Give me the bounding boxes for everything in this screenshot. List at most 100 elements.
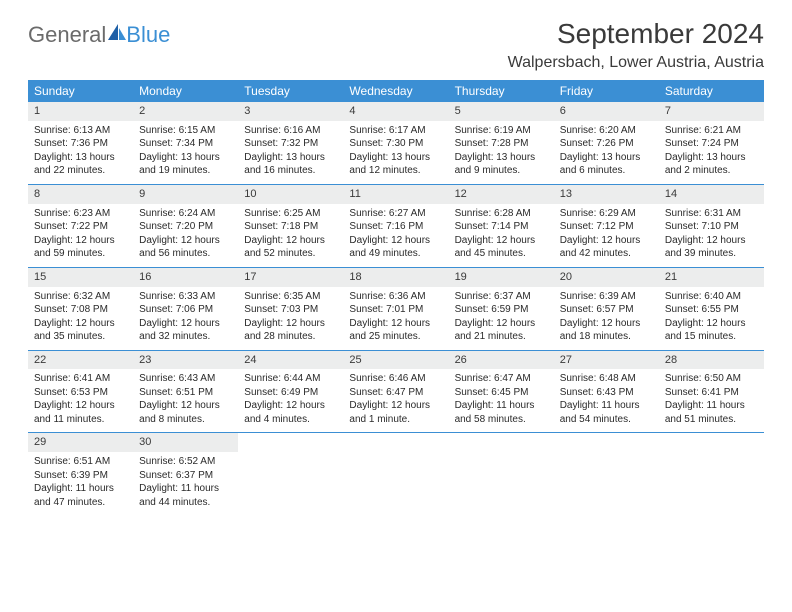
day-sunrise: Sunrise: 6:20 AM — [560, 124, 653, 138]
day-sunset: Sunset: 7:08 PM — [34, 303, 127, 317]
day-d2: and 1 minute. — [349, 413, 442, 427]
day-sunset: Sunset: 6:53 PM — [34, 386, 127, 400]
day-sunset: Sunset: 6:45 PM — [455, 386, 548, 400]
brand-logo: General Blue — [28, 18, 170, 48]
day-cell: 29Sunrise: 6:51 AMSunset: 6:39 PMDayligh… — [28, 433, 133, 515]
day-sunset: Sunset: 6:43 PM — [560, 386, 653, 400]
day-sunset: Sunset: 7:30 PM — [349, 137, 442, 151]
week-row: 15Sunrise: 6:32 AMSunset: 7:08 PMDayligh… — [28, 268, 764, 351]
day-body: Sunrise: 6:35 AMSunset: 7:03 PMDaylight:… — [238, 287, 343, 350]
title-block: September 2024 Walpersbach, Lower Austri… — [508, 18, 764, 72]
day-sunrise: Sunrise: 6:24 AM — [139, 207, 232, 221]
day-sunrise: Sunrise: 6:15 AM — [139, 124, 232, 138]
empty-cell — [238, 433, 343, 515]
empty-cell — [343, 433, 448, 515]
day-sunrise: Sunrise: 6:28 AM — [455, 207, 548, 221]
day-d1: Daylight: 12 hours — [665, 234, 758, 248]
week-row: 29Sunrise: 6:51 AMSunset: 6:39 PMDayligh… — [28, 433, 764, 515]
day-d2: and 47 minutes. — [34, 496, 127, 510]
day-body: Sunrise: 6:19 AMSunset: 7:28 PMDaylight:… — [449, 121, 554, 184]
day-body: Sunrise: 6:17 AMSunset: 7:30 PMDaylight:… — [343, 121, 448, 184]
day-body: Sunrise: 6:29 AMSunset: 7:12 PMDaylight:… — [554, 204, 659, 267]
day-sunrise: Sunrise: 6:44 AM — [244, 372, 337, 386]
day-sunrise: Sunrise: 6:41 AM — [34, 372, 127, 386]
day-d1: Daylight: 12 hours — [665, 317, 758, 331]
day-number: 29 — [28, 433, 133, 452]
day-d1: Daylight: 13 hours — [34, 151, 127, 165]
day-sunset: Sunset: 7:28 PM — [455, 137, 548, 151]
day-d2: and 2 minutes. — [665, 164, 758, 178]
day-d2: and 28 minutes. — [244, 330, 337, 344]
day-d1: Daylight: 11 hours — [455, 399, 548, 413]
day-d2: and 15 minutes. — [665, 330, 758, 344]
day-number: 10 — [238, 185, 343, 204]
brand-part2: Blue — [126, 22, 170, 48]
day-d2: and 25 minutes. — [349, 330, 442, 344]
day-body: Sunrise: 6:16 AMSunset: 7:32 PMDaylight:… — [238, 121, 343, 184]
empty-cell — [449, 433, 554, 515]
day-number: 22 — [28, 351, 133, 370]
day-body: Sunrise: 6:27 AMSunset: 7:16 PMDaylight:… — [343, 204, 448, 267]
day-d2: and 9 minutes. — [455, 164, 548, 178]
day-cell: 21Sunrise: 6:40 AMSunset: 6:55 PMDayligh… — [659, 268, 764, 350]
day-sunrise: Sunrise: 6:19 AM — [455, 124, 548, 138]
location: Walpersbach, Lower Austria, Austria — [508, 54, 764, 72]
day-number: 24 — [238, 351, 343, 370]
day-d1: Daylight: 12 hours — [34, 399, 127, 413]
day-number: 16 — [133, 268, 238, 287]
day-d2: and 22 minutes. — [34, 164, 127, 178]
day-cell: 8Sunrise: 6:23 AMSunset: 7:22 PMDaylight… — [28, 185, 133, 267]
day-sunrise: Sunrise: 6:32 AM — [34, 290, 127, 304]
day-d2: and 8 minutes. — [139, 413, 232, 427]
day-sunrise: Sunrise: 6:25 AM — [244, 207, 337, 221]
day-sunset: Sunset: 7:24 PM — [665, 137, 758, 151]
day-d1: Daylight: 12 hours — [244, 399, 337, 413]
weekday-tuesday: Tuesday — [238, 80, 343, 102]
day-number: 25 — [343, 351, 448, 370]
day-sunset: Sunset: 7:32 PM — [244, 137, 337, 151]
day-d1: Daylight: 12 hours — [139, 399, 232, 413]
day-sunrise: Sunrise: 6:35 AM — [244, 290, 337, 304]
day-sunrise: Sunrise: 6:50 AM — [665, 372, 758, 386]
day-sunset: Sunset: 7:12 PM — [560, 220, 653, 234]
day-cell: 14Sunrise: 6:31 AMSunset: 7:10 PMDayligh… — [659, 185, 764, 267]
day-cell: 5Sunrise: 6:19 AMSunset: 7:28 PMDaylight… — [449, 102, 554, 184]
calendar-page: General Blue September 2024 Walpersbach,… — [0, 0, 792, 533]
day-body: Sunrise: 6:31 AMSunset: 7:10 PMDaylight:… — [659, 204, 764, 267]
day-cell: 17Sunrise: 6:35 AMSunset: 7:03 PMDayligh… — [238, 268, 343, 350]
day-sunset: Sunset: 7:14 PM — [455, 220, 548, 234]
day-sunrise: Sunrise: 6:31 AM — [665, 207, 758, 221]
day-d1: Daylight: 11 hours — [560, 399, 653, 413]
day-d2: and 4 minutes. — [244, 413, 337, 427]
day-number: 3 — [238, 102, 343, 121]
day-d1: Daylight: 13 hours — [665, 151, 758, 165]
weekday-friday: Friday — [554, 80, 659, 102]
day-sunrise: Sunrise: 6:21 AM — [665, 124, 758, 138]
day-cell: 15Sunrise: 6:32 AMSunset: 7:08 PMDayligh… — [28, 268, 133, 350]
day-body: Sunrise: 6:52 AMSunset: 6:37 PMDaylight:… — [133, 452, 238, 515]
day-sunrise: Sunrise: 6:43 AM — [139, 372, 232, 386]
day-sunrise: Sunrise: 6:16 AM — [244, 124, 337, 138]
day-body: Sunrise: 6:40 AMSunset: 6:55 PMDaylight:… — [659, 287, 764, 350]
day-d2: and 32 minutes. — [139, 330, 232, 344]
day-cell: 11Sunrise: 6:27 AMSunset: 7:16 PMDayligh… — [343, 185, 448, 267]
day-d1: Daylight: 13 hours — [244, 151, 337, 165]
empty-cell — [554, 433, 659, 515]
day-cell: 1Sunrise: 6:13 AMSunset: 7:36 PMDaylight… — [28, 102, 133, 184]
day-d1: Daylight: 12 hours — [455, 317, 548, 331]
day-body: Sunrise: 6:44 AMSunset: 6:49 PMDaylight:… — [238, 369, 343, 432]
day-sunset: Sunset: 6:51 PM — [139, 386, 232, 400]
day-d1: Daylight: 12 hours — [349, 317, 442, 331]
day-sunrise: Sunrise: 6:39 AM — [560, 290, 653, 304]
day-d1: Daylight: 12 hours — [349, 234, 442, 248]
day-sunset: Sunset: 7:22 PM — [34, 220, 127, 234]
day-number: 8 — [28, 185, 133, 204]
day-sunrise: Sunrise: 6:52 AM — [139, 455, 232, 469]
day-cell: 6Sunrise: 6:20 AMSunset: 7:26 PMDaylight… — [554, 102, 659, 184]
day-d1: Daylight: 12 hours — [349, 399, 442, 413]
day-body: Sunrise: 6:37 AMSunset: 6:59 PMDaylight:… — [449, 287, 554, 350]
day-number: 26 — [449, 351, 554, 370]
week-row: 22Sunrise: 6:41 AMSunset: 6:53 PMDayligh… — [28, 351, 764, 434]
day-body: Sunrise: 6:50 AMSunset: 6:41 PMDaylight:… — [659, 369, 764, 432]
day-sunrise: Sunrise: 6:46 AM — [349, 372, 442, 386]
